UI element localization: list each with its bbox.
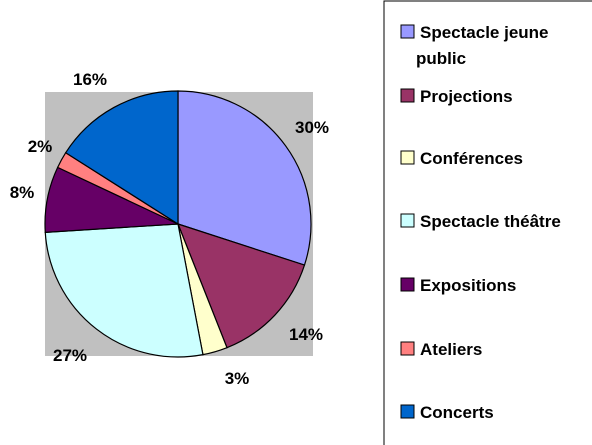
pie-slice-projections xyxy=(176,223,306,349)
legend-label: Spectacle jeune xyxy=(420,23,549,42)
pie-slice-concerts xyxy=(64,90,179,226)
pie-slices xyxy=(44,90,312,358)
legend-label: Expositions xyxy=(420,276,516,295)
legend-swatch xyxy=(400,341,415,356)
legend: Spectacle jeune public Projections Conféren… xyxy=(400,23,561,422)
percentage-label: 30% xyxy=(295,118,329,137)
percentage-label: 27% xyxy=(53,346,87,365)
legend-swatch xyxy=(400,404,415,419)
percentage-labels: 30% 14% 3% 27% 8% 2% 16% xyxy=(10,70,329,388)
legend-swatch xyxy=(400,88,415,103)
legend-swatch xyxy=(400,150,415,165)
legend-swatch xyxy=(400,277,415,292)
legend-label: public xyxy=(416,49,466,68)
pie-slice-spectacle-jeune-public xyxy=(177,90,312,266)
legend-label: Concerts xyxy=(420,403,494,422)
legend-label: Ateliers xyxy=(420,340,482,359)
legend-swatch xyxy=(400,24,415,39)
legend-box xyxy=(383,0,592,445)
pie-slice-spectacle-theatre xyxy=(44,223,204,358)
legend-label: Spectacle théâtre xyxy=(420,212,561,231)
legend-label: Projections xyxy=(420,87,513,106)
percentage-label: 16% xyxy=(73,70,107,89)
percentage-label: 2% xyxy=(28,137,53,156)
percentage-label: 3% xyxy=(225,369,250,388)
percentage-label: 14% xyxy=(289,325,323,344)
legend-label: Conférences xyxy=(420,149,523,168)
percentage-label: 8% xyxy=(10,183,35,202)
legend-swatch xyxy=(400,213,415,228)
